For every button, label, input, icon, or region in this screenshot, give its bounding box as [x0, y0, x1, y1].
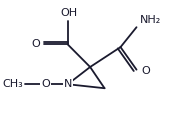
Text: CH₃: CH₃	[2, 79, 23, 89]
Text: O: O	[32, 39, 41, 49]
Text: OH: OH	[61, 8, 78, 18]
Text: NH₂: NH₂	[140, 15, 161, 25]
Text: N: N	[64, 79, 72, 89]
Text: O: O	[141, 66, 150, 76]
Text: O: O	[41, 79, 50, 89]
